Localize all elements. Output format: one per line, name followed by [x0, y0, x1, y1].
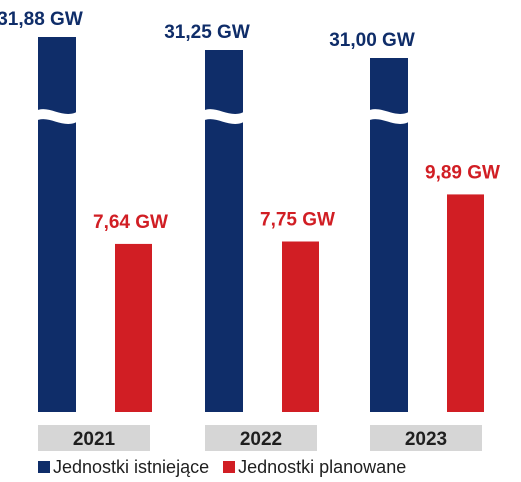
data-label-planned-2022: 7,75 GW [260, 210, 335, 231]
category-label-2023: 2023 [405, 429, 447, 450]
axis-break-2023 [366, 109, 412, 124]
data-label-planned-2023: 9,89 GW [425, 162, 500, 183]
data-label-planned-2021: 7,64 GW [93, 212, 168, 233]
data-label-existing-2021: 31,88 GW [0, 9, 83, 30]
data-label-existing-2023: 31,00 GW [329, 30, 415, 51]
bar-planned-2023 [447, 194, 484, 412]
legend-swatch-planned [223, 461, 236, 473]
legend-label-existing: Jednostki istniejące [53, 456, 210, 477]
category-label-2021: 2021 [73, 429, 116, 450]
legend-swatch-existing [38, 461, 50, 473]
legend-label-planned: Jednostki planowane [238, 456, 407, 477]
bar-planned-2021 [115, 243, 152, 412]
bar-existing-2021 [38, 37, 76, 412]
bar-planned-2022 [282, 241, 319, 412]
legend: Jednostki istniejące Jednostki planowane [38, 456, 420, 478]
category-band-2022 [205, 425, 317, 451]
bar-existing-2022 [205, 50, 243, 412]
legend-item-existing: Jednostki istniejące [38, 457, 209, 478]
axis-break-2022 [201, 109, 247, 124]
category-band-2021 [38, 425, 150, 451]
data-label-existing-2022: 31,25 GW [164, 22, 250, 43]
axis-break-2021 [34, 109, 80, 124]
category-label-2022: 2022 [240, 429, 282, 450]
legend-item-planned: Jednostki planowane [223, 457, 406, 478]
category-band-2023 [370, 425, 482, 451]
